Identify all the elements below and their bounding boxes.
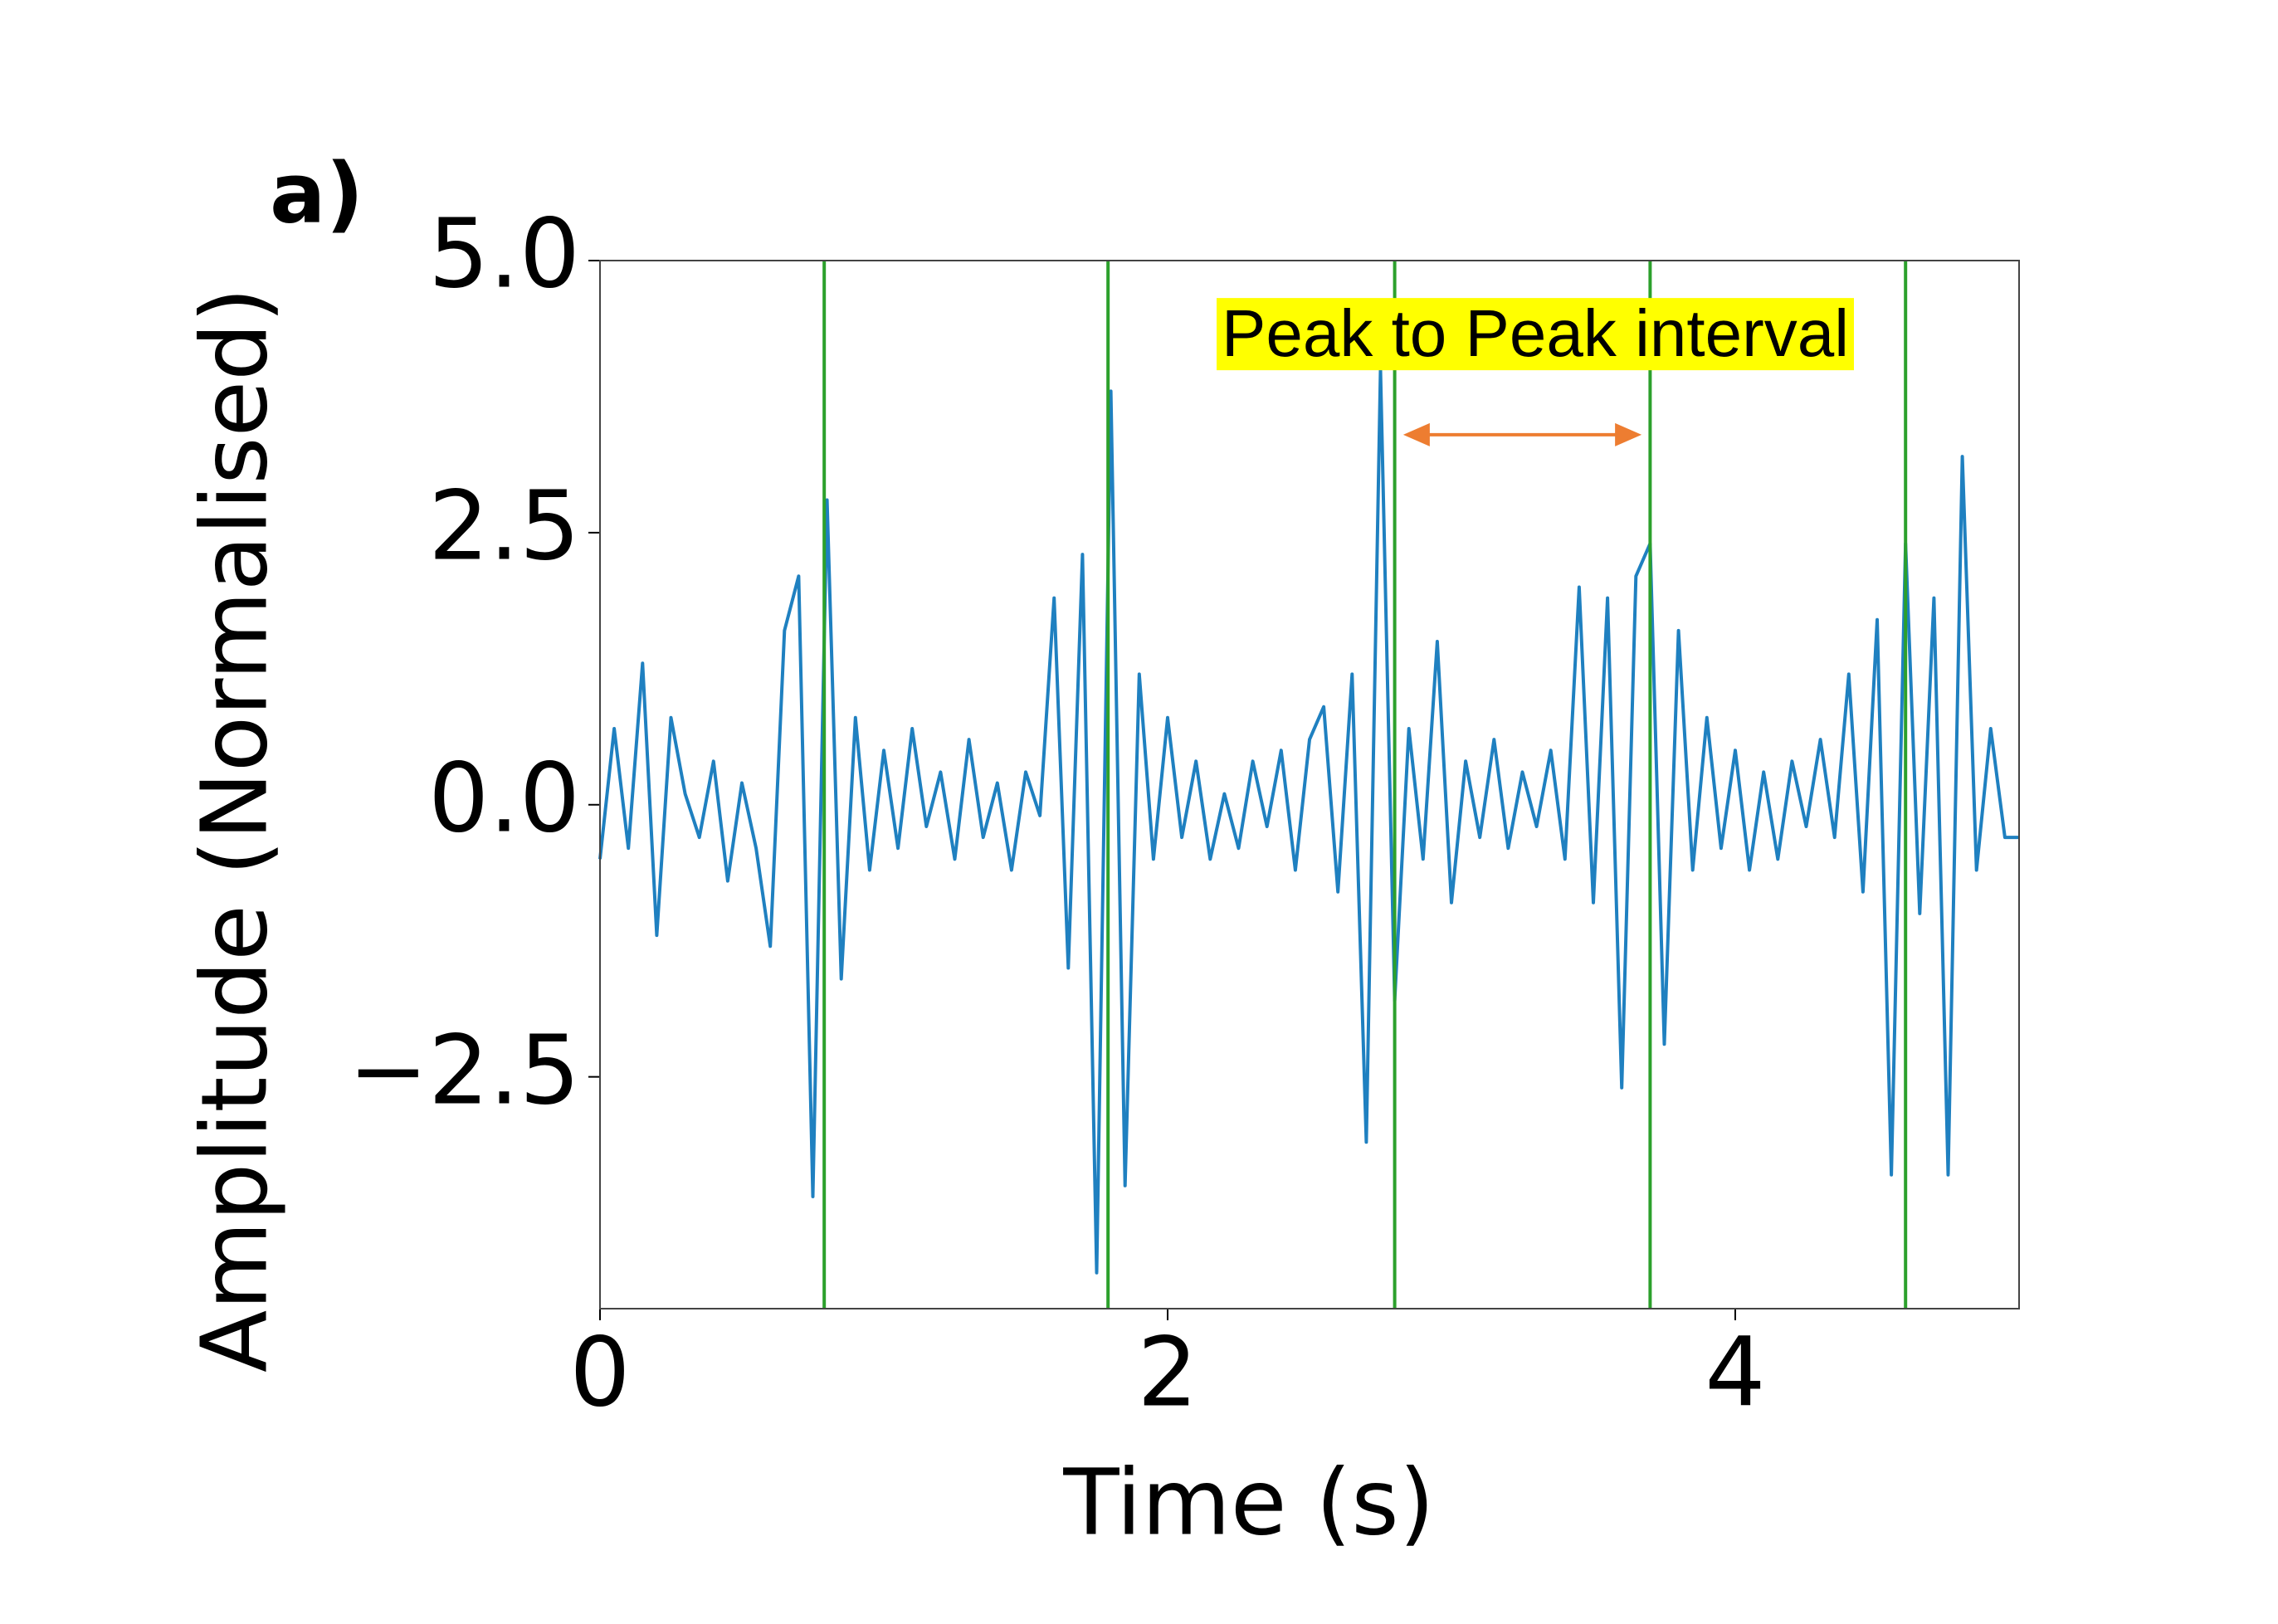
y-tick-label: −2.5 [349, 1015, 580, 1126]
x-tick-label: 2 [1137, 1318, 1198, 1429]
y-axis-label: Amplitude (Normalised) [181, 287, 287, 1373]
y-tick-label: 2.5 [428, 471, 580, 583]
plot-frame [599, 260, 2020, 1309]
x-tick-label: 0 [569, 1318, 630, 1429]
arrow-head [1615, 422, 1642, 446]
y-tick-label: 0.0 [428, 743, 580, 854]
signal-line [598, 368, 2019, 1275]
x-tick-label: 4 [1705, 1318, 1765, 1429]
arrow-head [1402, 422, 1430, 446]
panel-label: a) [270, 144, 363, 241]
annotation: Peak to Peak interval [1222, 296, 1849, 370]
x-axis-label: Time (s) [1062, 1449, 1434, 1555]
y-tick-label: 5.0 [428, 199, 580, 310]
annotation-bg [1217, 298, 1854, 371]
